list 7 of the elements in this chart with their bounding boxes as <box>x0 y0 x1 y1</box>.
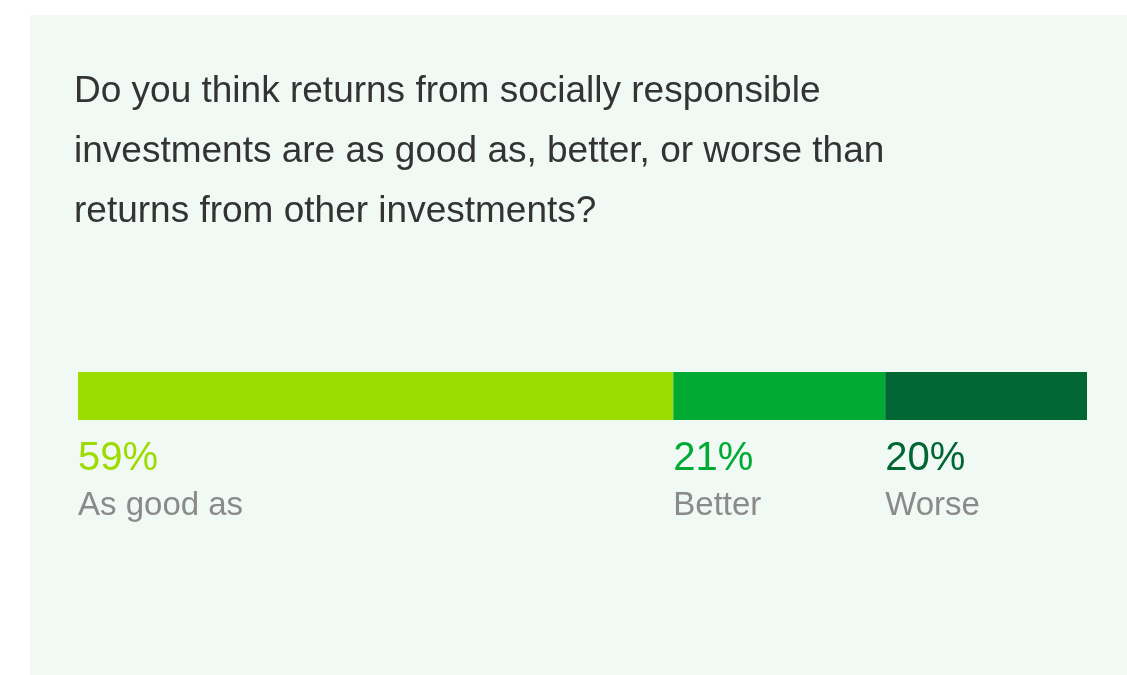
data-label: 59% <box>78 434 159 478</box>
data-label: 21% <box>673 434 754 478</box>
data-label: 20% <box>885 434 966 478</box>
series-label: Better <box>673 485 762 522</box>
series-label: As good as <box>78 485 244 522</box>
chart-title: Do you think returns from socially responsible investments are as good as, better, or worse than returns from other investments? <box>74 69 885 230</box>
series-label: Worse <box>885 485 980 522</box>
